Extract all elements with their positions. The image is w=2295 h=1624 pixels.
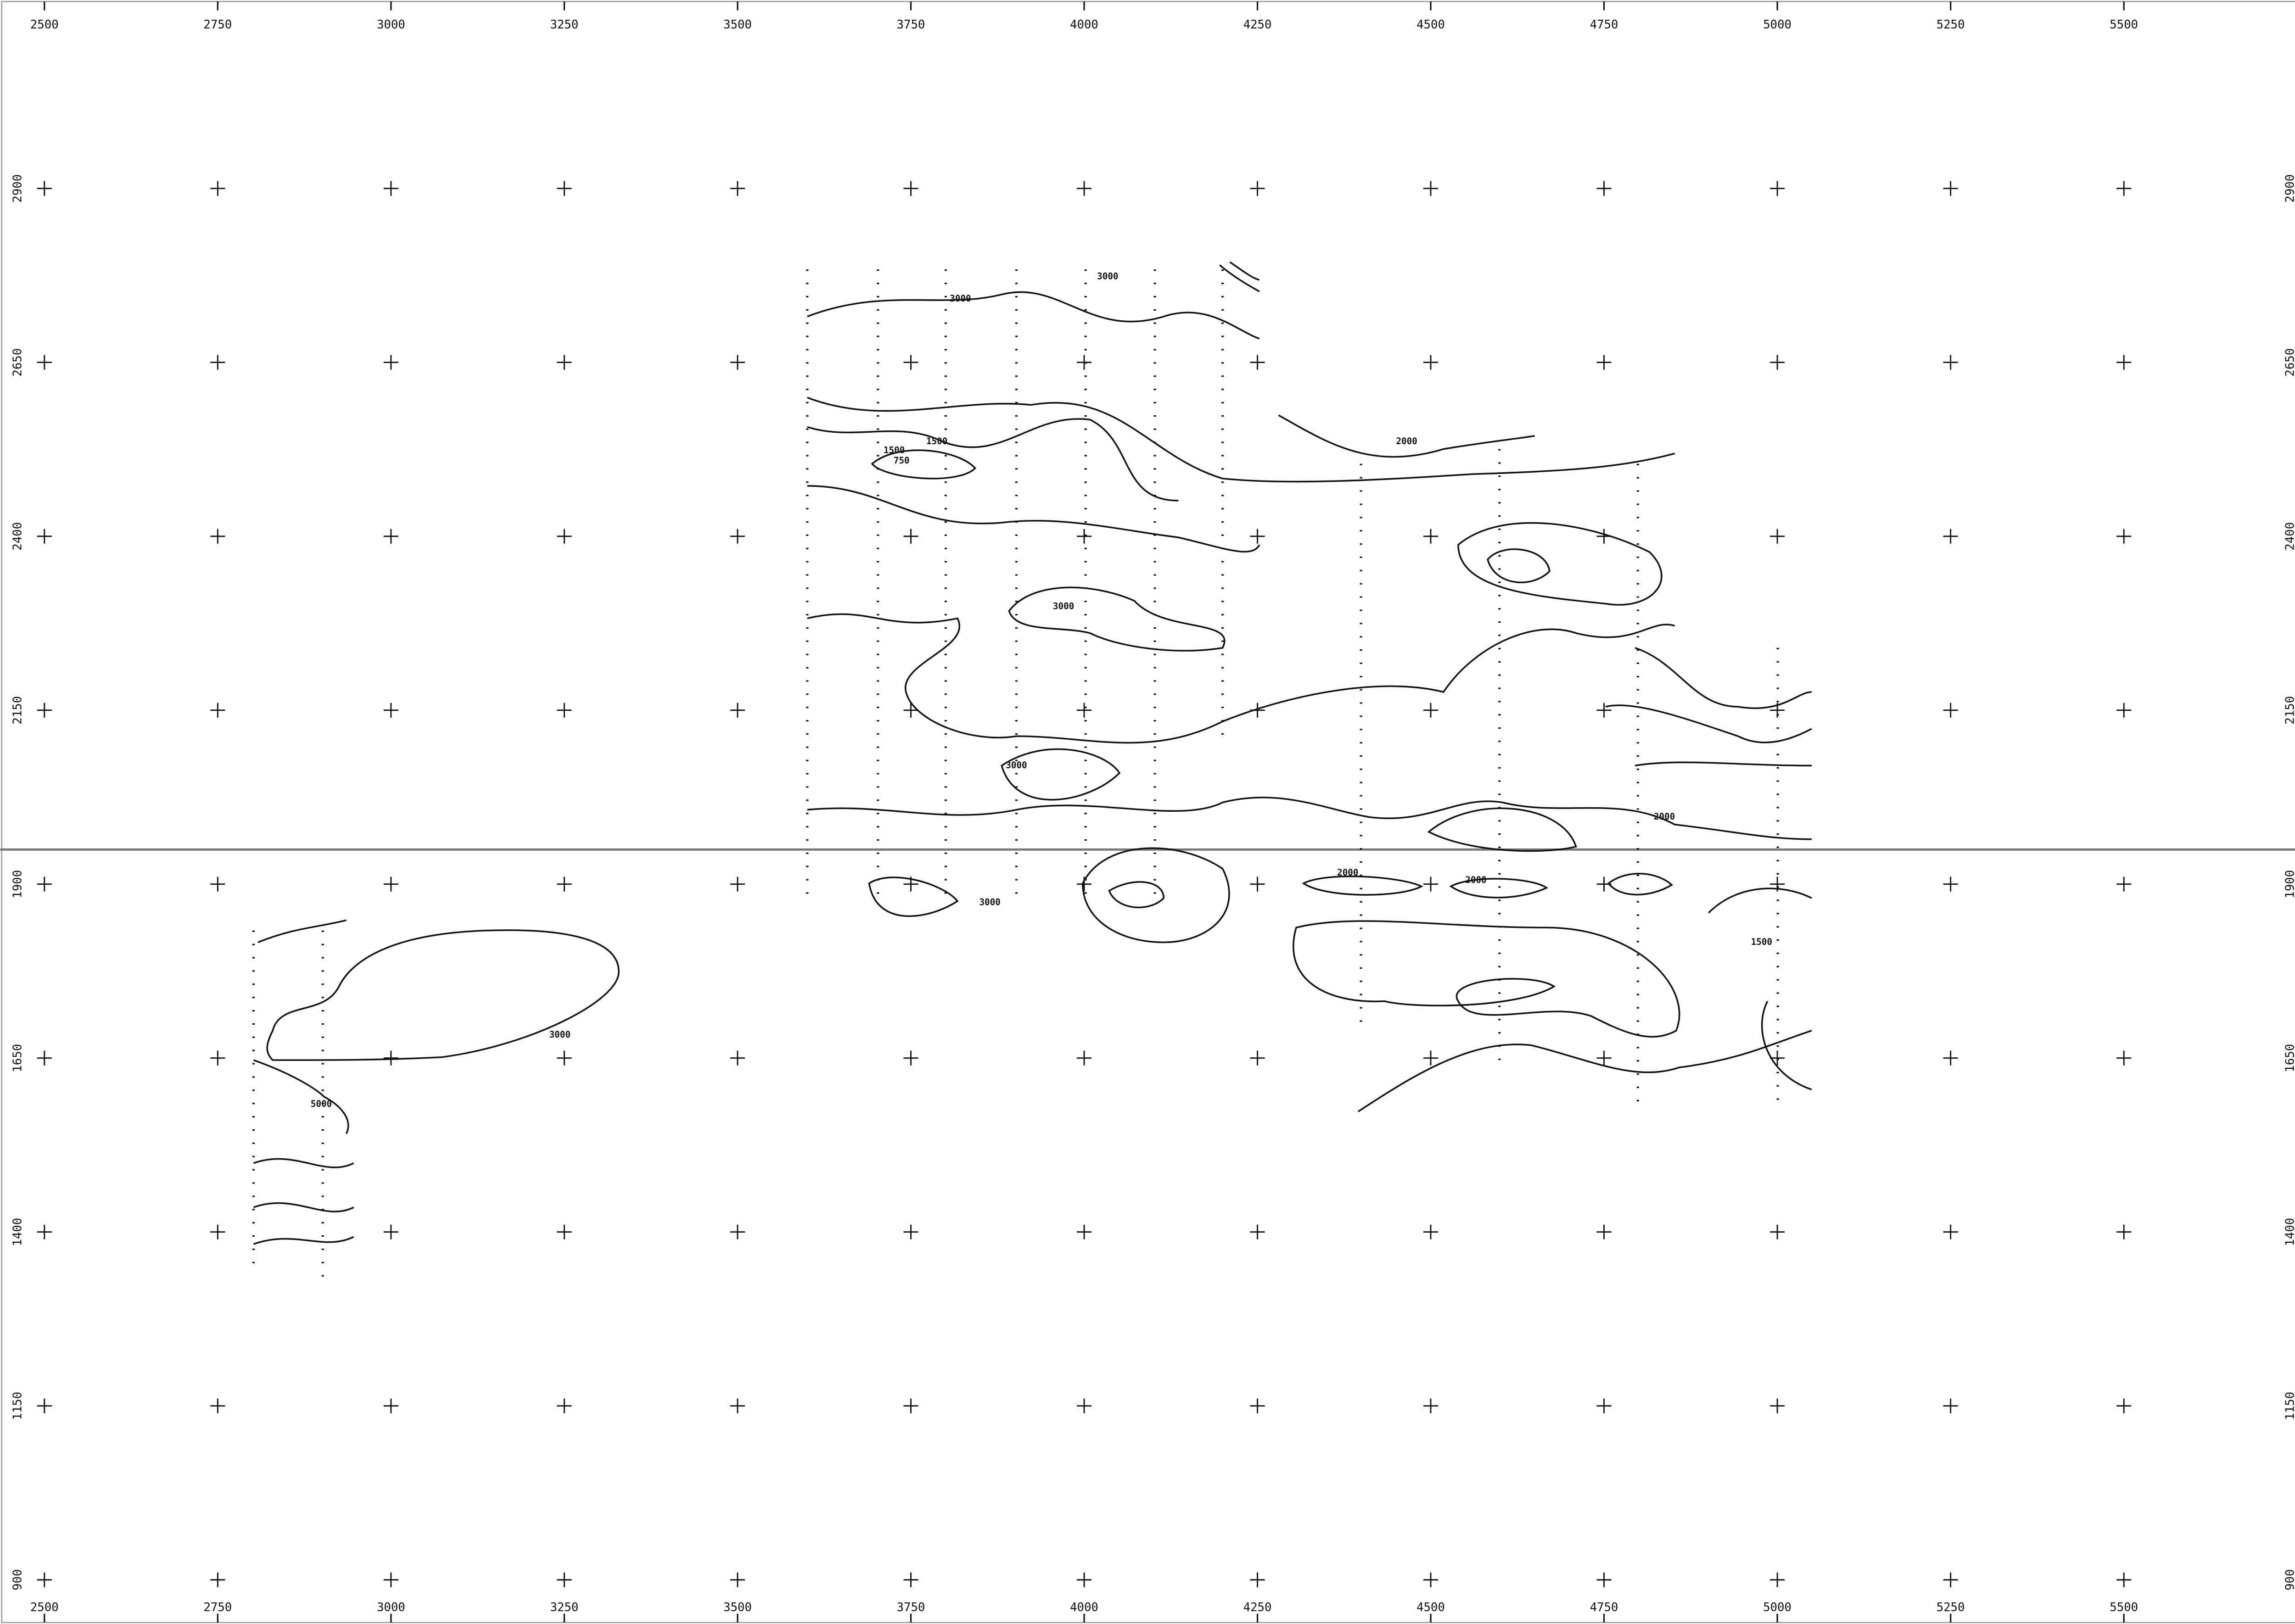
y-tick-label: 2650 [2283, 348, 2295, 377]
y-tick-label: 1150 [11, 1392, 25, 1420]
contour-map: 2500 2500 2750 2750 3000 3000 3250 3250 3500 3500… [0, 0, 2295, 1624]
x-tick-label: 5000 [1763, 18, 1791, 32]
contour-label: 3000 [1053, 601, 1074, 611]
x-tick-label: 2750 [203, 1601, 232, 1614]
x-tick-label: 5250 [1937, 18, 1965, 32]
contour-label: 1500 [884, 445, 905, 455]
x-tick-label: 3500 [723, 18, 752, 32]
x-tick-label: 5500 [2110, 18, 2138, 32]
y-tick-label: 1400 [2283, 1218, 2295, 1246]
x-tick-label: 4250 [1243, 1601, 1272, 1614]
y-tick-label: 2150 [2283, 696, 2295, 725]
x-tick-label: 3750 [897, 1601, 925, 1614]
y-tick-label: 2900 [2283, 174, 2295, 203]
contour-label: 2000 [1396, 436, 1417, 446]
y-tick-label: 2150 [11, 696, 25, 725]
x-tick-label: 3250 [550, 1601, 578, 1614]
x-tick-label: 5000 [1763, 1601, 1791, 1614]
y-tick-label: 1900 [11, 870, 25, 899]
x-tick-label: 3500 [723, 1601, 752, 1614]
contour-label: 3000 [1006, 760, 1027, 770]
x-tick-label: 4250 [1243, 18, 1272, 32]
y-tick-label: 1650 [2283, 1044, 2295, 1072]
y-tick-label: 2900 [11, 174, 25, 203]
x-tick-label: 2750 [203, 18, 232, 32]
contour-label: 2000 [1465, 875, 1486, 885]
x-tick-label: 3750 [897, 18, 925, 32]
y-tick-label: 1150 [2283, 1392, 2295, 1420]
contour-label: 1500 [1751, 937, 1772, 947]
contour-label: 2000 [1337, 867, 1358, 878]
contour-label: 5000 [311, 1099, 332, 1109]
x-tick-label: 2500 [30, 18, 59, 32]
x-tick-label: 3250 [550, 18, 578, 32]
contour-label: 3000 [979, 897, 1000, 907]
x-tick-label: 5250 [1937, 1601, 1965, 1614]
y-tick-label: 900 [11, 1569, 25, 1591]
y-tick-label: 2650 [11, 348, 25, 377]
x-tick-label: 4500 [1416, 18, 1445, 32]
contour-label: 750 [894, 455, 910, 466]
y-tick-label: 900 [2283, 1569, 2295, 1591]
y-tick-label: 1650 [11, 1044, 25, 1072]
map-background [0, 0, 2295, 1624]
y-tick-label: 2400 [2283, 522, 2295, 551]
x-tick-label: 4750 [1590, 1601, 1618, 1614]
contour-label: 3000 [1097, 271, 1118, 282]
contour-label: 2000 [1654, 811, 1675, 822]
contour-label: 3000 [549, 1029, 571, 1040]
contour-label: 3000 [950, 293, 971, 304]
x-tick-label: 2500 [30, 1601, 59, 1614]
y-tick-label: 2400 [11, 522, 25, 551]
x-tick-label: 4500 [1416, 1601, 1445, 1614]
x-tick-label: 4750 [1590, 18, 1618, 32]
contour-label: 1500 [926, 436, 947, 446]
y-tick-label: 1400 [11, 1218, 25, 1246]
x-tick-label: 3000 [377, 18, 405, 32]
x-tick-label: 4000 [1070, 1601, 1098, 1614]
x-tick-label: 4000 [1070, 18, 1098, 32]
x-tick-label: 3000 [377, 1601, 405, 1614]
x-tick-label: 5500 [2110, 1601, 2138, 1614]
y-tick-label: 1900 [2283, 870, 2295, 899]
